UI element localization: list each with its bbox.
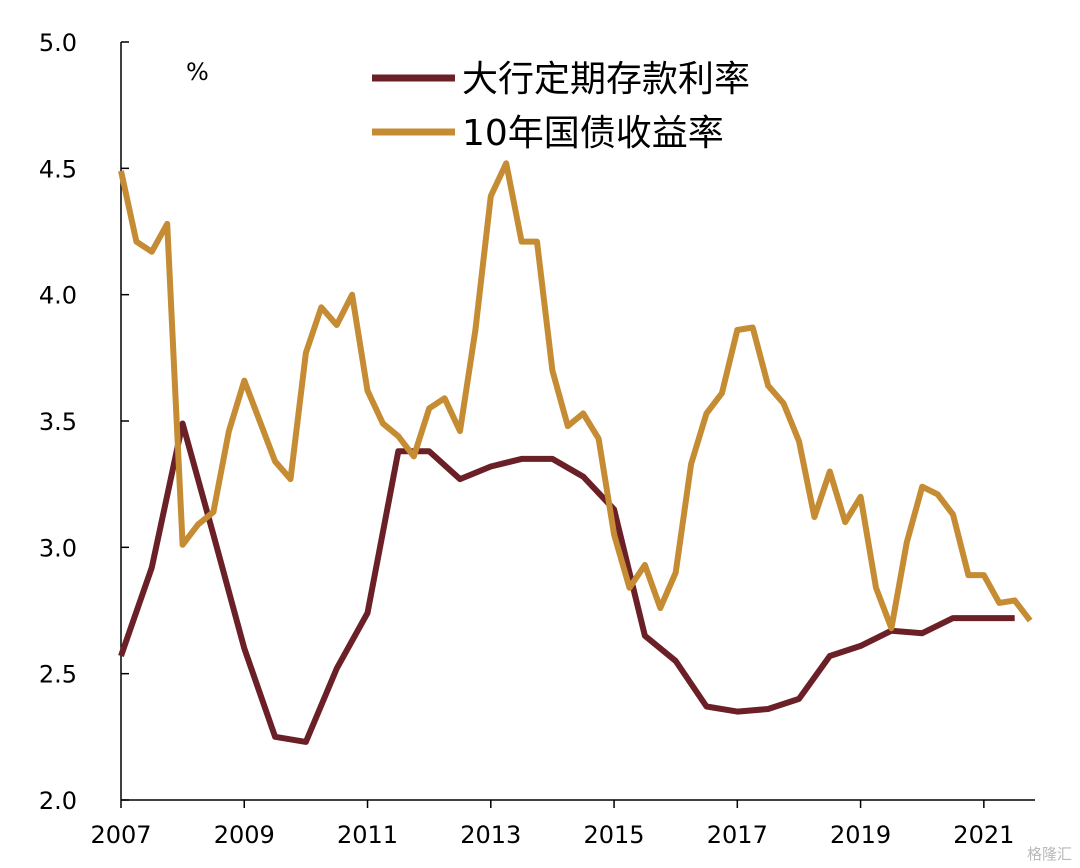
legend-label-2: 10年国债收益率 (462, 113, 724, 154)
legend-label-1: 大行定期存款利率 (462, 59, 750, 100)
x-tick-label: 2019 (830, 821, 891, 849)
legend: 大行定期存款利率 10年国债收益率 (372, 59, 750, 154)
y-tick-label: 5.0 (39, 29, 77, 57)
y-tick-label: 4.0 (39, 282, 77, 310)
x-tick-label: 2021 (953, 821, 1014, 849)
y-tick-label: 2.0 (39, 787, 77, 815)
series-group (118, 160, 1033, 745)
series-line-2 (118, 160, 1033, 632)
x-tick-label: 2013 (460, 821, 521, 849)
y-ticks: 2.0 2.5 3.0 3.5 4.0 4.5 5.0 (39, 29, 129, 815)
y-tick-label: 4.5 (39, 155, 77, 183)
axes: 2.02.53.03.54.04.55.0 2007 2009 2011 2013 20… (39, 29, 1035, 849)
x-tick-label: 2017 (707, 821, 768, 849)
x-tick-label: 2007 (90, 821, 151, 849)
y-tick-label: 3.0 (39, 534, 77, 562)
x-tick-label: 2009 (214, 821, 275, 849)
y-tick-label: 2.5 (39, 661, 77, 689)
y-tick-label: 3.5 (39, 408, 77, 436)
y-unit-label: % (186, 58, 209, 86)
x-tick-label: 2015 (584, 821, 645, 849)
series-line-1 (118, 420, 1015, 745)
x-ticks: 2007 2009 2011 2013 2015 2017 2019 2021 (90, 800, 1014, 849)
watermark-text: 格隆汇 (1026, 845, 1072, 863)
x-tick-label: 2011 (337, 821, 398, 849)
